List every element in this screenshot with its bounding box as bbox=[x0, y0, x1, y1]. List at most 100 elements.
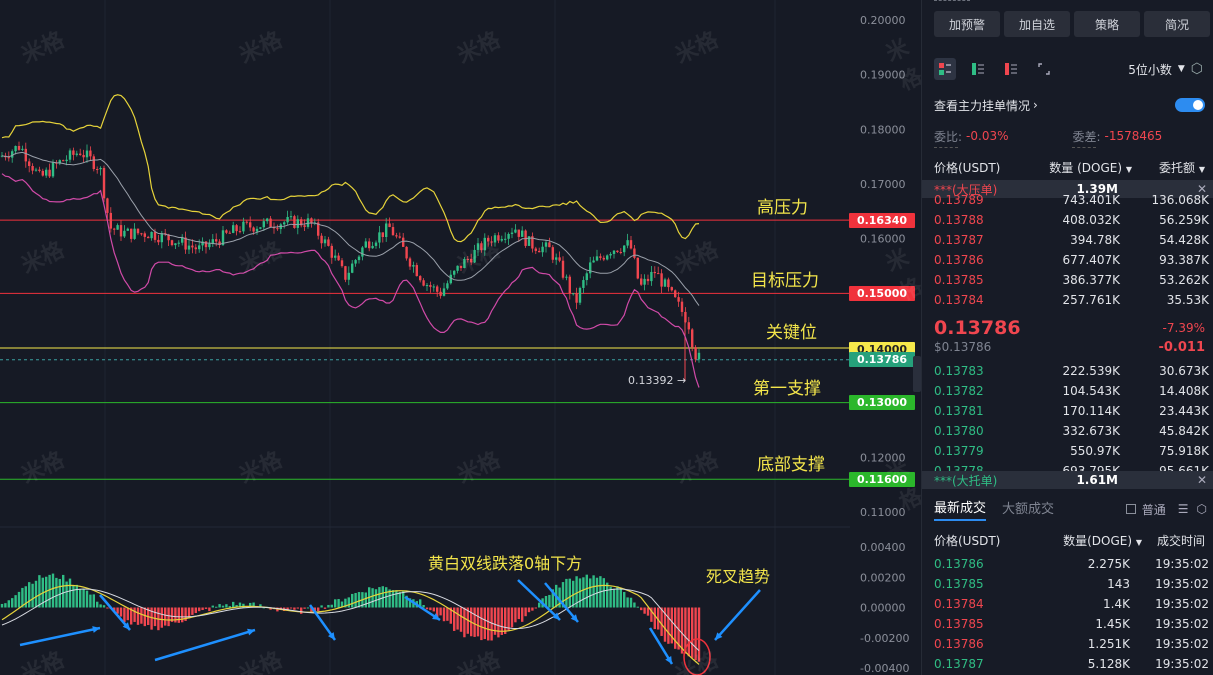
row-total: 136.068K bbox=[1151, 193, 1210, 207]
row-qty: 257.761K bbox=[1062, 293, 1121, 307]
middle-band-line bbox=[1, 151, 700, 306]
decimal-select[interactable]: 5位小数 ▼ ⬡ bbox=[1128, 61, 1203, 78]
orderbook-row[interactable]: 0.13787 394.78K 54.428K bbox=[934, 230, 1209, 250]
candle-body bbox=[283, 222, 286, 225]
orderbook-row[interactable]: 0.13788 408.032K 56.259K bbox=[934, 210, 1209, 230]
col-qty-label: 数量 (DOGE) bbox=[1049, 160, 1123, 175]
candle-body bbox=[106, 198, 109, 213]
strategy-button[interactable]: 策略 bbox=[1074, 11, 1140, 37]
candle-body bbox=[650, 271, 653, 282]
macd-bar bbox=[616, 586, 619, 608]
settings-icon[interactable]: ⬡ bbox=[1190, 61, 1203, 77]
candle-body bbox=[306, 218, 310, 227]
big-ask-value: 1.39M bbox=[1076, 182, 1118, 196]
row-price: 0.13789 bbox=[934, 193, 984, 207]
orderbook-row[interactable]: 0.13779 550.97K 75.918K bbox=[934, 441, 1209, 461]
macd-bar bbox=[177, 607, 180, 623]
row-total: 14.408K bbox=[1159, 384, 1209, 398]
trade-row[interactable]: 0.13785 1.45K 19:35:02 bbox=[934, 614, 1209, 634]
col-price: 价格(USDT) bbox=[934, 160, 1001, 175]
row-price: 0.13788 bbox=[934, 213, 984, 227]
row-total: 45.842K bbox=[1159, 424, 1209, 438]
macd-bar bbox=[538, 602, 541, 608]
settings-icon[interactable]: ⬡ bbox=[1196, 502, 1207, 516]
trade-row[interactable]: 0.13786 1.251K 19:35:02 bbox=[934, 634, 1209, 654]
candle-body bbox=[99, 167, 102, 170]
book-asks-icon[interactable] bbox=[1000, 58, 1022, 80]
macd-bar bbox=[395, 590, 398, 608]
candle-body bbox=[432, 286, 435, 288]
trade-row[interactable]: 0.13785 143 19:35:02 bbox=[934, 574, 1209, 594]
candle-body bbox=[612, 250, 616, 254]
candle-body bbox=[194, 247, 197, 250]
add-alert-button[interactable]: 加预警 bbox=[934, 11, 1000, 37]
macd-bar bbox=[38, 575, 41, 608]
orderbook-row[interactable]: 0.13781 170.114K 23.443K bbox=[934, 401, 1209, 421]
candle-body bbox=[259, 227, 262, 229]
add-watchlist-button[interactable]: 加自选 bbox=[1004, 11, 1070, 37]
candle-body bbox=[561, 260, 565, 278]
book-bids-icon[interactable] bbox=[967, 58, 989, 80]
trade-row[interactable]: 0.13787 5.128K 19:35:02 bbox=[934, 654, 1209, 674]
action-button-row: 加预警 加自选 策略 简况 bbox=[934, 11, 1210, 37]
close-icon[interactable]: ✕ bbox=[1196, 182, 1207, 196]
macd-bar bbox=[82, 588, 85, 608]
candle-body bbox=[483, 237, 486, 251]
macd-bar bbox=[436, 607, 439, 617]
macd-bar bbox=[660, 607, 663, 636]
candle-body bbox=[568, 276, 571, 294]
last-price-usd: $0.13786 bbox=[934, 340, 992, 354]
overview-button[interactable]: 简况 bbox=[1144, 11, 1210, 37]
orderbook-row[interactable]: 0.13784 257.761K 35.53K bbox=[934, 290, 1209, 310]
price-chart[interactable]: 0.20000 0.19000 0.18000 0.17000 0.16000 0.150… bbox=[0, 0, 926, 675]
macd-bar bbox=[51, 573, 55, 608]
annotation-arrowhead bbox=[570, 614, 578, 622]
col-total[interactable]: 委托额 ▼ bbox=[1132, 159, 1205, 176]
macd-bar bbox=[531, 607, 534, 611]
orderbook-row[interactable]: 0.13783 222.539K 30.673K bbox=[934, 361, 1209, 381]
candle-body bbox=[623, 245, 626, 253]
orderbook-row[interactable]: 0.13786 677.407K 93.387K bbox=[934, 250, 1209, 270]
normal-checkbox[interactable] bbox=[1125, 504, 1136, 514]
sort-icon[interactable]: ☰ bbox=[1177, 502, 1189, 516]
col-qty[interactable]: 数量 (DOGE) ▼ bbox=[1032, 159, 1132, 176]
orderbook-row[interactable]: 0.13782 104.543K 14.408K bbox=[934, 381, 1209, 401]
macd-bar bbox=[575, 576, 578, 608]
macd-bar bbox=[126, 607, 129, 621]
depth-link-row[interactable]: 查看主力挂单情况 › bbox=[934, 96, 1205, 114]
macd-bar bbox=[296, 607, 299, 609]
candle-body bbox=[245, 221, 248, 223]
candle-body bbox=[419, 276, 422, 281]
tab-large-trades[interactable]: 大额成交 bbox=[1002, 502, 1055, 517]
candle-body bbox=[65, 159, 68, 162]
candle-body bbox=[680, 301, 684, 312]
orderbook-row[interactable]: 0.13785 386.377K 53.262K bbox=[934, 270, 1209, 290]
depth-toggle[interactable] bbox=[1175, 98, 1205, 112]
candle-body bbox=[691, 329, 694, 348]
candle-body bbox=[225, 230, 228, 233]
trade-row[interactable]: 0.13786 2.275K 19:35:02 bbox=[934, 554, 1209, 574]
trade-row[interactable]: 0.13784 1.4K 19:35:02 bbox=[934, 594, 1209, 614]
close-icon[interactable]: ✕ bbox=[1196, 473, 1207, 487]
orderbook-row[interactable]: 0.13789 743.401K 136.068K bbox=[934, 190, 1209, 210]
orderbook-row[interactable]: 0.13780 332.673K 45.842K bbox=[934, 421, 1209, 441]
book-expand-icon[interactable] bbox=[1033, 58, 1055, 80]
macd-bar bbox=[300, 607, 303, 614]
book-both-icon[interactable] bbox=[934, 58, 956, 80]
candle-body bbox=[402, 237, 405, 247]
depth-link[interactable]: 查看主力挂单情况 bbox=[934, 98, 1031, 113]
row-price: 0.13787 bbox=[934, 657, 984, 671]
panel-collapse-handle[interactable] bbox=[913, 356, 921, 392]
candle-body bbox=[310, 218, 313, 224]
lower-band-line bbox=[1, 173, 700, 388]
tab-latest-trades[interactable]: 最新成交 bbox=[934, 497, 987, 521]
candle-body bbox=[38, 169, 41, 171]
macd-bar bbox=[405, 595, 408, 608]
candle-body bbox=[592, 260, 595, 263]
row-qty: 1.4K bbox=[1103, 597, 1130, 611]
macd-bar bbox=[252, 602, 255, 608]
candle-body bbox=[493, 235, 497, 243]
trade-col-qty[interactable]: 数量(DOGE) ▼ bbox=[1038, 532, 1142, 549]
macd-bar bbox=[228, 606, 231, 608]
macd-bar bbox=[633, 602, 636, 608]
